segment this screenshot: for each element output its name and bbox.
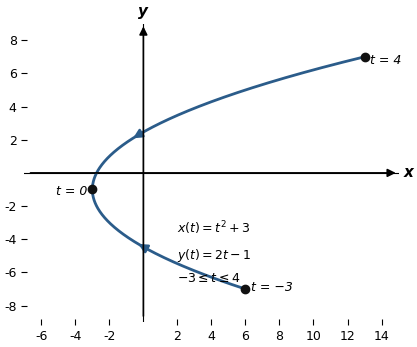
Text: x: x [404,166,414,180]
Text: t = 4: t = 4 [369,54,401,67]
Text: t = −3: t = −3 [251,281,292,294]
Text: $x(t) = t^2 + 3$
$y(t) = 2t - 1$
$-3 \leq t \leq 4$: $x(t) = t^2 + 3$ $y(t) = 2t - 1$ $-3 \le… [177,219,252,285]
Text: y: y [138,4,148,19]
Text: t = 0: t = 0 [56,186,87,198]
